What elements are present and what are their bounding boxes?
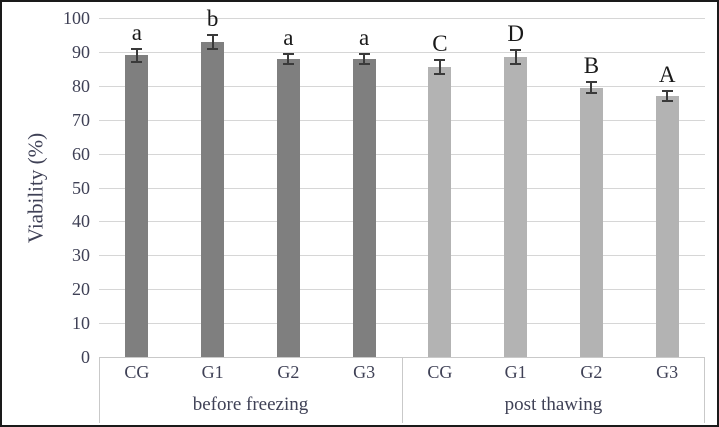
error-bar-cap-bottom [207,47,219,50]
gridline [99,187,705,189]
y-tick-label: 10 [72,313,90,334]
x-category-label: G1 [504,362,527,382]
y-tick-label: 100 [63,8,90,28]
bar-G1-before-freezing [201,41,225,357]
error-bar-cap-bottom [585,91,597,94]
bar-G2-before-freezing [276,58,300,357]
error-bar-stem [666,90,669,102]
significance-letter: a [359,24,370,50]
y-tick-label: 50 [72,177,90,198]
error-bar-cap-top [510,49,522,52]
y-tick-label: 90 [72,41,90,62]
x-category-label: G1 [201,362,224,382]
y-tick-label: 60 [72,143,90,164]
significance-letter: A [658,61,676,87]
gridline [99,18,705,19]
y-axis: 0 10 20 30 40 50 60 70 80 90 100 [38,8,90,367]
y-tick-label: 70 [72,109,90,130]
error-bar-stem [438,60,441,74]
gridline [99,153,705,155]
axis-group-separator [704,357,705,423]
y-tick-label: 80 [72,75,90,96]
x-category-label: G2 [580,362,603,382]
significance-letter: a [131,19,142,45]
x-category-label: G3 [656,362,679,382]
error-bar-stem [135,48,138,63]
gridline [99,85,705,87]
error-bar-cap-top [434,59,446,62]
error-bar-cap-bottom [282,62,294,65]
error-bar-cap-top [585,81,597,84]
gridline [99,255,705,257]
axis-group-separator [99,357,100,423]
bar-G3-before-freezing [352,58,376,357]
gridline [99,51,705,53]
error-bar-stem [514,50,517,64]
error-bar-cap-bottom [434,72,446,75]
significance-letter: D [507,21,524,47]
bar-CG-post-thawing [428,67,452,357]
y-tick-label: 40 [72,211,90,232]
plot-area: a b a a C D B A [99,6,705,358]
error-bar-cap-top [131,47,143,50]
error-bar-cap-bottom [510,62,522,65]
axis-group-separator [401,357,403,423]
error-bar-stem [590,82,593,93]
error-bar-stem [287,53,290,64]
bar-G3-post-thawing [655,95,679,357]
error-bar-cap-top [661,89,673,92]
y-tick-label: 0 [81,347,90,367]
bar-G1-post-thawing [504,57,528,357]
error-bar-cap-top [207,33,219,36]
gridline [99,221,705,223]
bar-G2-post-thawing [579,87,603,357]
gridline [99,323,705,325]
gridline [99,119,705,121]
y-tick-label: 20 [72,279,90,300]
x-category-label: G2 [277,362,300,382]
error-bar-cap-top [282,52,294,55]
error-bar-cap-bottom [661,100,673,103]
gridline [99,289,705,291]
error-bar-stem [363,53,366,64]
x-axis: before freezing post thawing CG G1 G2 G3 CG G… [99,357,705,423]
significance-letter: b [206,5,219,31]
error-bar-cap-top [358,52,370,55]
significance-letter: B [583,53,600,79]
y-tick-label: 30 [72,245,90,266]
x-category-label: CG [427,362,453,382]
error-bar-cap-bottom [358,62,370,65]
significance-letter: C [432,31,448,57]
error-bar-stem [211,34,214,49]
significance-letter: a [283,24,294,50]
x-category-label: G3 [353,362,376,382]
x-group-label-before-freezing: before freezing [192,394,309,415]
error-bar-cap-bottom [131,61,143,64]
x-group-label-post-thawing: post thawing [504,394,603,415]
x-category-label: CG [124,362,150,382]
bar-CG-before-freezing [125,55,149,357]
